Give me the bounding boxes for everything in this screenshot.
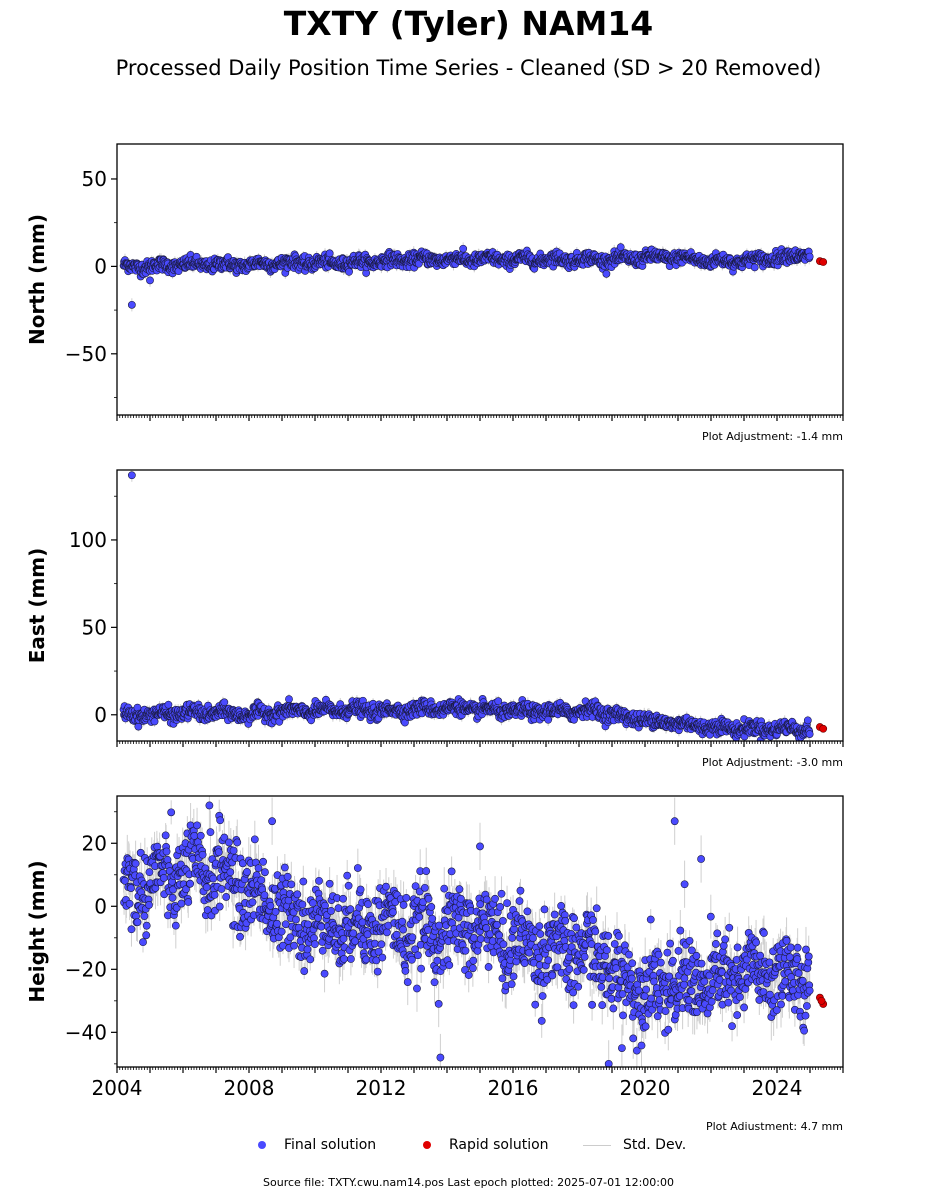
rapid-solution-points <box>816 257 828 266</box>
chart-subtitle: Processed Daily Position Time Series - C… <box>115 56 822 80</box>
y-axis-label: North (mm) <box>25 214 49 345</box>
rapid-point <box>819 258 828 266</box>
final-point <box>459 244 468 253</box>
final-point <box>150 717 159 726</box>
final-point <box>325 249 334 258</box>
final-point <box>750 263 759 272</box>
final-point-outlier <box>127 300 136 309</box>
final-point <box>164 700 173 709</box>
final-solution-points <box>119 471 814 741</box>
y-tick-label: −50 <box>65 342 107 366</box>
panel-0: 50 0 −50 North (mm) Plot Adjustment: -1.4 mm <box>25 143 844 443</box>
plot-area <box>119 470 828 741</box>
final-point-outlier <box>146 276 154 285</box>
chart-title: TXTY (Tyler) NAM14 <box>283 4 654 43</box>
final-point <box>602 269 611 278</box>
panel-frame <box>116 143 844 416</box>
final-point <box>220 698 229 707</box>
y-tick-label: 50 <box>82 167 107 191</box>
final-point <box>805 252 814 261</box>
plot-area <box>119 242 828 312</box>
final-point <box>345 267 353 276</box>
final-solution-points <box>119 243 814 309</box>
plot-adjustment-note: Plot Adjustment: -1.4 mm <box>702 430 843 443</box>
y-tick-label: 0 <box>94 254 107 278</box>
charts-canvas: 50 0 −50 North (mm) Plot Adjustment: -1.4 mm… <box>25 143 844 1130</box>
